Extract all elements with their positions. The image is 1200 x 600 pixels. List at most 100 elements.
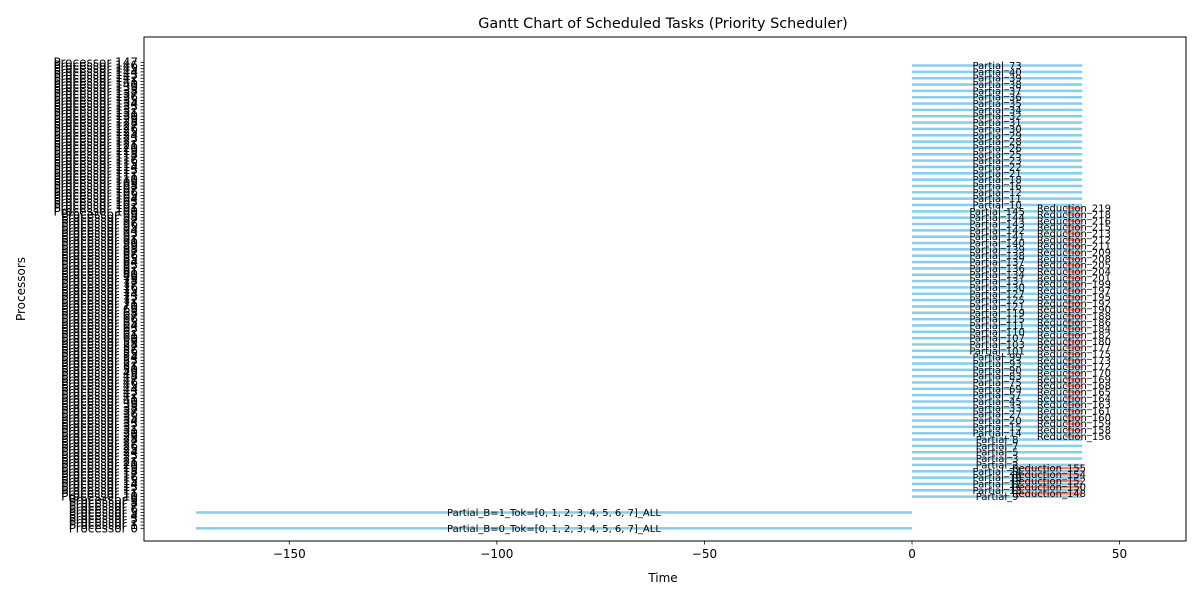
y-tick-label-76: Processor 76 — [61, 280, 138, 294]
x-tick-label-2: −50 — [692, 547, 717, 561]
task-label-40: Partial_93 — [973, 359, 1022, 370]
y-tick-label-92: Processor 92 — [61, 230, 138, 244]
task-label-28: Partial_45 — [973, 397, 1022, 408]
y-tick-label-30: Processor 30 — [61, 426, 138, 440]
task-bar-56 — [912, 311, 1083, 315]
task-label-64: Partial_130 — [969, 283, 1025, 294]
y-tick-label-47: Processor 47 — [61, 372, 138, 386]
y-tick-label-123: Processor 123 — [53, 131, 138, 145]
task-label-87: Reduction_218 — [1037, 210, 1111, 221]
task-label-93: Partial_16 — [973, 181, 1022, 192]
task-bar-90 — [912, 203, 1083, 207]
task-label-73: Reduction_208 — [1037, 254, 1111, 265]
task-bar-30 — [912, 393, 1083, 397]
task-bar-67 — [1065, 276, 1083, 280]
y-tick-label-38: Processor 38 — [61, 401, 138, 415]
task-label-111: Partial_40 — [973, 67, 1022, 78]
y-tick-label-1: Processor 1 — [69, 518, 138, 532]
y-tick-label-145: Processor 145 — [53, 62, 138, 76]
task-bar-105 — [912, 108, 1083, 112]
y-tick-label-19: Processor 19 — [61, 461, 138, 475]
y-tick-label-121: Processor 121 — [53, 138, 138, 152]
task-label-51: Reduction_184 — [1037, 324, 1111, 335]
task-bar-52 — [912, 324, 1083, 327]
task-bar-59 — [1065, 301, 1083, 305]
x-axis-ticks: −150 −100 −50 0 50 — [273, 541, 1127, 561]
task-label-45: Reduction_177 — [1037, 343, 1111, 354]
task-bar-78 — [912, 241, 1083, 245]
y-tick-label-81: Processor 81 — [61, 265, 138, 279]
task-bar-63 — [1065, 289, 1083, 292]
chart-title: Gantt Chart of Scheduled Tasks (Priority… — [478, 16, 848, 32]
y-tick-label-8: Processor 8 — [69, 496, 138, 510]
task-bar-111 — [912, 70, 1083, 74]
y-tick-label-115: Processor 115 — [53, 157, 138, 171]
task-bar-16 — [912, 438, 1083, 441]
task-bar-15 — [912, 444, 1083, 448]
task-bar-28 — [912, 400, 1083, 403]
y-tick-label-48: Processor 48 — [61, 369, 138, 383]
task-label-66: Partial_131 — [969, 277, 1025, 288]
bars-layer — [195, 64, 1083, 530]
y-tick-label-129: Processor 129 — [53, 112, 138, 126]
y-tick-label-57: Processor 57 — [61, 341, 138, 355]
task-label-85: Reduction_216 — [1037, 216, 1111, 227]
y-tick-label-142: Processor 142 — [53, 71, 138, 85]
task-label-89: Reduction_219 — [1037, 204, 1111, 215]
y-tick-label-137: Processor 137 — [53, 87, 138, 101]
task-bar-39 — [1065, 365, 1083, 368]
y-tick-label-97: Processor 97 — [61, 214, 138, 228]
task-bar-26 — [912, 406, 1083, 410]
task-label-49: Reduction_182 — [1037, 330, 1111, 341]
task-bar-70 — [912, 267, 1083, 270]
task-label-27: Reduction_163 — [1037, 400, 1111, 411]
y-tick-label-34: Processor 34 — [61, 414, 138, 428]
task-label-107: Partial_36 — [973, 93, 1022, 104]
task-bar-41 — [1065, 359, 1083, 362]
y-tick-label-74: Processor 74 — [61, 287, 138, 301]
task-label-76: Partial_139 — [969, 245, 1025, 256]
task-bar-38 — [912, 368, 1083, 372]
task-bar-84 — [912, 222, 1083, 226]
task-bar-99 — [912, 146, 1083, 150]
task-bar-65 — [1065, 282, 1083, 286]
task-label-48: Partial_107 — [969, 334, 1025, 345]
task-label-105: Partial_34 — [973, 105, 1022, 116]
task-bar-66 — [912, 279, 1083, 283]
task-bar-19 — [1065, 428, 1083, 432]
task-label-47: Reduction_180 — [1037, 337, 1111, 348]
task-bar-4 — [912, 489, 1083, 492]
task-label-42: Partial_99 — [973, 353, 1022, 364]
task-bar-34 — [912, 381, 1083, 384]
y-tick-label-84: Processor 84 — [61, 255, 138, 269]
task-bar-71 — [1065, 263, 1083, 267]
task-bar-83 — [1065, 225, 1083, 229]
y-tick-label-42: Processor 42 — [61, 388, 138, 402]
task-bar-31 — [1065, 390, 1083, 394]
task-bar-49 — [1065, 333, 1083, 337]
y-tick-label-66: Processor 66 — [61, 312, 138, 326]
y-tick-label-89: Processor 89 — [61, 239, 138, 253]
y-tick-label-134: Processor 134 — [53, 97, 138, 111]
y-tick-label-46: Processor 46 — [61, 376, 138, 390]
y-tick-label-25: Processor 25 — [61, 442, 138, 456]
task-label-25: Reduction_161 — [1037, 407, 1111, 418]
y-tick-label-54: Processor 54 — [61, 350, 138, 364]
task-bar-37 — [1065, 371, 1083, 375]
y-tick-label-0: Processor 0 — [69, 521, 138, 535]
task-label-106: Partial_35 — [973, 99, 1022, 110]
task-label-91: Partial_11 — [973, 194, 1022, 205]
y-tick-label-102: Processor 102 — [53, 198, 138, 212]
task-bar-89 — [1065, 206, 1083, 210]
task-label-69: Reduction_204 — [1037, 267, 1111, 278]
y-tick-label-26: Processor 26 — [61, 439, 138, 453]
task-bar-69 — [1065, 270, 1083, 273]
task-bar-18 — [912, 431, 1083, 435]
y-tick-label-138: Processor 138 — [53, 84, 138, 98]
task-bar-36 — [912, 374, 1083, 378]
y-tick-label-59: Processor 59 — [61, 334, 138, 348]
task-label-13: Partial_3 — [976, 454, 1019, 465]
task-bar-12 — [912, 463, 1083, 467]
task-bar-95 — [912, 172, 1083, 175]
y-tick-label-10: Processor 10 — [61, 490, 138, 504]
